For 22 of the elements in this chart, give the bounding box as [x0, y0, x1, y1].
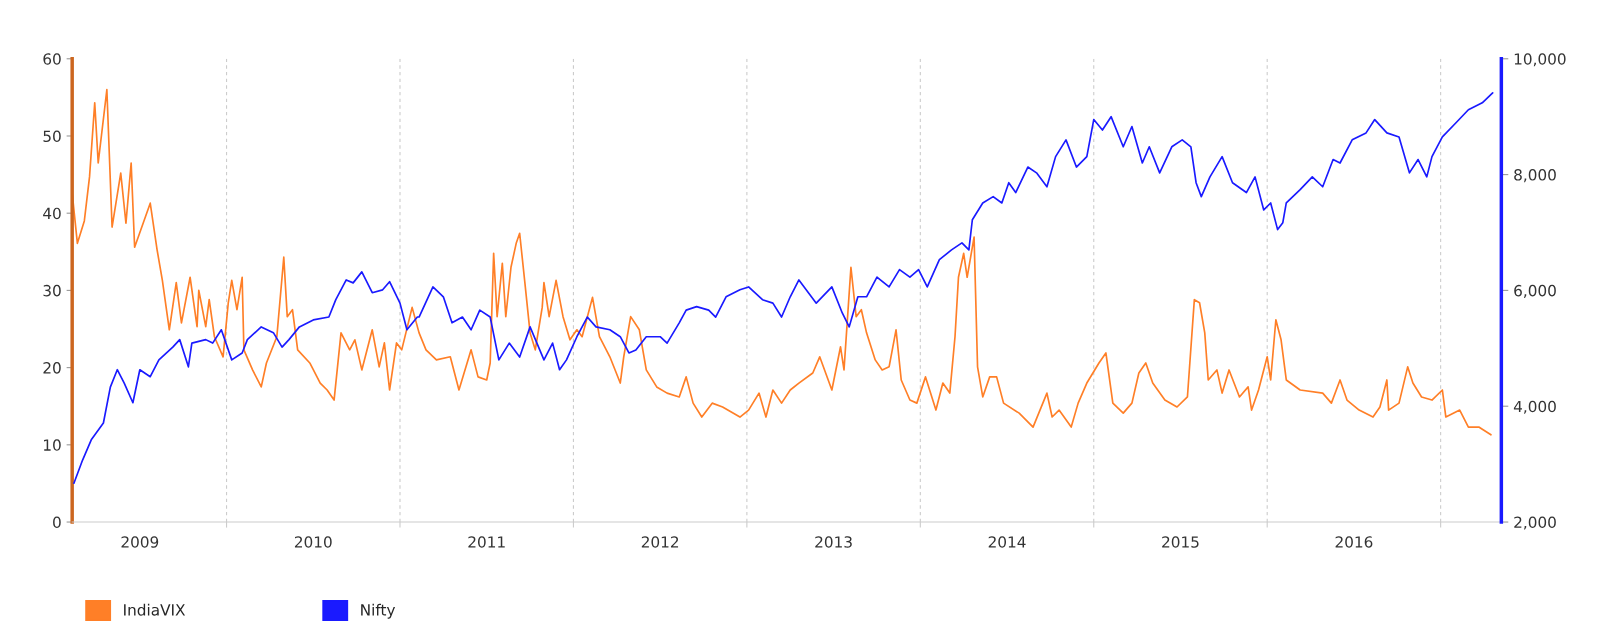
x-tick-label: 2011: [468, 536, 505, 548]
x-tick-label: 2012: [641, 536, 679, 548]
x-tick-label: 2010: [294, 536, 332, 548]
y-tick-label: 50: [43, 130, 61, 143]
x-tick-label: 2015: [1162, 536, 1199, 548]
y2-tick-label: 10,000: [1514, 53, 1566, 67]
x-tick-label: 2016: [1335, 536, 1373, 548]
y-tick-label: 30: [43, 284, 61, 297]
y2-tick-label: 2,000: [1514, 516, 1556, 530]
legend-label: IndiaVIX: [124, 603, 186, 616]
legend-label: Nifty: [361, 603, 396, 619]
y-tick-label: 60: [43, 53, 61, 65]
x-tick-label: 2014: [988, 536, 1026, 548]
y-tick-label: 10: [44, 439, 61, 451]
y-tick-label: 0: [53, 516, 61, 529]
x-tick-label: 2013: [815, 536, 852, 548]
y2-tick-label: 6,000: [1514, 284, 1556, 298]
y-tick-label: 40: [43, 207, 61, 220]
x-tick-label: 2009: [121, 536, 159, 548]
y2-tick-label: 8,000: [1514, 169, 1556, 183]
y2-tick-label: 4,000: [1513, 400, 1556, 414]
y-tick-label: 20: [43, 362, 61, 374]
